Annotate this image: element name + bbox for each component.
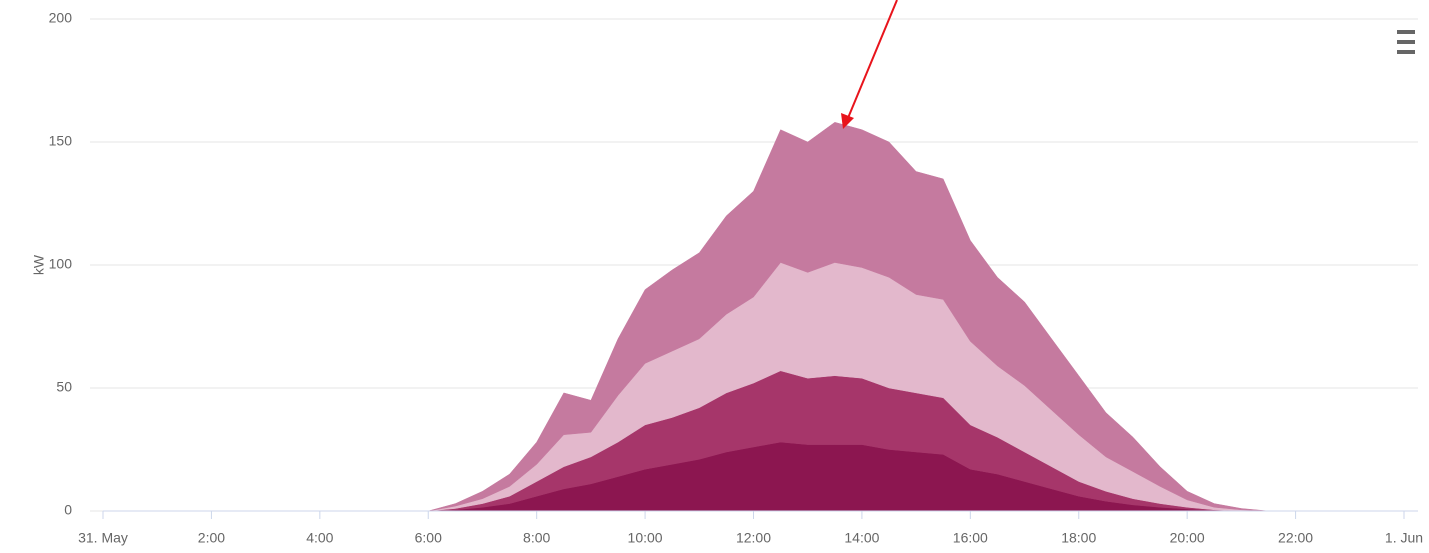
x-tick-label: 18:00 xyxy=(1061,530,1096,546)
area xyxy=(103,441,1404,512)
annotation-arrowhead xyxy=(841,113,854,129)
y-tick-label: 200 xyxy=(49,10,73,26)
x-tick-label: 16:00 xyxy=(953,530,988,546)
x-tick-label: 8:00 xyxy=(523,530,550,546)
menu-bar xyxy=(1397,30,1415,34)
menu-button[interactable] xyxy=(1397,30,1415,54)
menu-bar xyxy=(1397,40,1415,44)
x-tick-label: 22:00 xyxy=(1278,530,1313,546)
x-tick-label: 6:00 xyxy=(415,530,442,546)
y-axis-label: kW xyxy=(31,254,47,275)
x-tick-label: 10:00 xyxy=(628,530,663,546)
x-tick-label: 14:00 xyxy=(844,530,879,546)
y-tick-label: 100 xyxy=(49,256,73,272)
x-tick-label: 20:00 xyxy=(1170,530,1205,546)
y-tick-label: 50 xyxy=(56,379,72,395)
menu-bar xyxy=(1397,50,1415,54)
areas xyxy=(103,122,1404,512)
x-tick-label: 2:00 xyxy=(198,530,225,546)
annotation-arrow xyxy=(847,0,898,119)
y-tick-label: 150 xyxy=(49,133,73,149)
x-tick-label: 1. Jun xyxy=(1385,530,1423,546)
x-tick-label: 4:00 xyxy=(306,530,333,546)
x-tick-label: 31. May xyxy=(78,530,128,546)
area xyxy=(103,122,1404,512)
y-tick-label: 0 xyxy=(64,502,72,518)
x-tick-label: 12:00 xyxy=(736,530,771,546)
